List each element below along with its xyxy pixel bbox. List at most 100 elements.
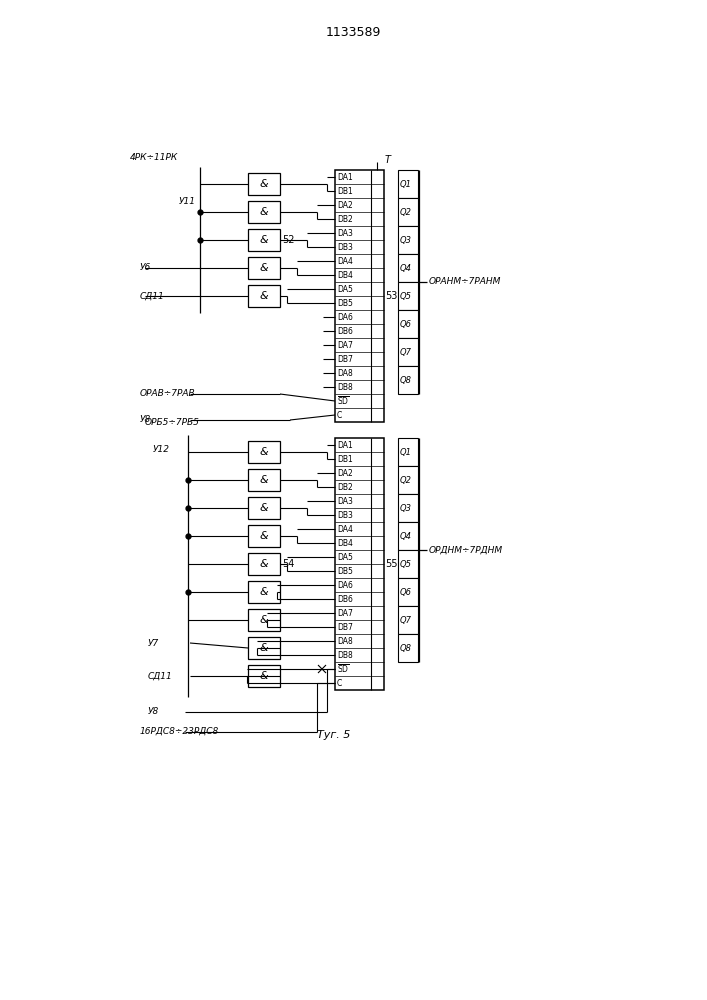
Text: ОРДНМ÷7РДНМ: ОРДНМ÷7РДНМ bbox=[429, 546, 503, 554]
Text: DB7: DB7 bbox=[337, 622, 353, 632]
Text: У8: У8 bbox=[148, 706, 159, 716]
Text: СД11: СД11 bbox=[148, 672, 173, 680]
Text: 53: 53 bbox=[385, 291, 397, 301]
Text: DA7: DA7 bbox=[337, 340, 353, 350]
Bar bbox=[398, 310, 418, 338]
Text: DA4: DA4 bbox=[337, 256, 353, 265]
Text: Q6: Q6 bbox=[400, 320, 412, 328]
Text: 1133589: 1133589 bbox=[326, 25, 381, 38]
Text: Q4: Q4 bbox=[400, 263, 412, 272]
Text: У11: У11 bbox=[179, 198, 196, 207]
Bar bbox=[248, 469, 280, 491]
Text: &: & bbox=[259, 531, 269, 541]
Text: DA1: DA1 bbox=[337, 440, 353, 450]
Bar bbox=[248, 637, 280, 659]
Text: DA4: DA4 bbox=[337, 524, 353, 534]
Text: Q1: Q1 bbox=[400, 448, 412, 456]
Bar bbox=[398, 366, 418, 394]
Bar bbox=[335, 438, 384, 690]
Text: &: & bbox=[259, 643, 269, 653]
Text: DB4: DB4 bbox=[337, 538, 353, 548]
Text: DA3: DA3 bbox=[337, 229, 353, 237]
Text: $\overline{\mathrm{SD}}$: $\overline{\mathrm{SD}}$ bbox=[337, 395, 350, 407]
Text: DB4: DB4 bbox=[337, 270, 353, 279]
Text: DB8: DB8 bbox=[337, 382, 353, 391]
Text: DA8: DA8 bbox=[337, 637, 353, 646]
Text: DB8: DB8 bbox=[337, 650, 353, 660]
Text: C: C bbox=[337, 410, 342, 420]
Text: DA6: DA6 bbox=[337, 580, 353, 589]
Text: DB1: DB1 bbox=[337, 454, 353, 464]
Text: Q3: Q3 bbox=[400, 235, 412, 244]
Text: DB6: DB6 bbox=[337, 326, 353, 336]
Text: &: & bbox=[259, 503, 269, 513]
Bar bbox=[248, 173, 280, 195]
Text: ОРБ5÷7РБ5: ОРБ5÷7РБ5 bbox=[145, 418, 200, 427]
Text: &: & bbox=[259, 671, 269, 681]
Text: Q8: Q8 bbox=[400, 375, 412, 384]
Bar bbox=[248, 201, 280, 223]
Text: &: & bbox=[259, 559, 269, 569]
Bar bbox=[398, 170, 418, 198]
Text: DA2: DA2 bbox=[337, 200, 353, 210]
Text: ОРАНМ÷7РАНМ: ОРАНМ÷7РАНМ bbox=[429, 277, 501, 286]
Bar bbox=[398, 606, 418, 634]
Text: DA2: DA2 bbox=[337, 468, 353, 478]
Text: У6: У6 bbox=[140, 263, 151, 272]
Text: C: C bbox=[337, 678, 342, 688]
Text: DB5: DB5 bbox=[337, 566, 353, 576]
Bar bbox=[248, 581, 280, 603]
Text: &: & bbox=[259, 263, 269, 273]
Text: Q1: Q1 bbox=[400, 180, 412, 188]
Text: Q8: Q8 bbox=[400, 644, 412, 652]
Bar bbox=[248, 553, 280, 575]
Text: Q2: Q2 bbox=[400, 208, 412, 217]
Text: DB5: DB5 bbox=[337, 298, 353, 308]
Text: DB6: DB6 bbox=[337, 594, 353, 603]
Text: 54: 54 bbox=[282, 559, 294, 569]
Bar bbox=[398, 226, 418, 254]
Text: DB3: DB3 bbox=[337, 510, 353, 520]
Text: &: & bbox=[259, 615, 269, 625]
Text: Q6: Q6 bbox=[400, 587, 412, 596]
Text: &: & bbox=[259, 587, 269, 597]
Text: DB1: DB1 bbox=[337, 186, 353, 196]
Text: Q5: Q5 bbox=[400, 292, 412, 300]
Text: DA6: DA6 bbox=[337, 312, 353, 322]
Text: 4РК÷11РК: 4РК÷11РК bbox=[130, 153, 178, 162]
Bar bbox=[398, 550, 418, 578]
Bar bbox=[248, 257, 280, 279]
Text: Q7: Q7 bbox=[400, 348, 412, 357]
Bar bbox=[248, 497, 280, 519]
Text: &: & bbox=[259, 291, 269, 301]
Text: &: & bbox=[259, 179, 269, 189]
Bar bbox=[248, 609, 280, 631]
Bar bbox=[398, 254, 418, 282]
Text: Q7: Q7 bbox=[400, 615, 412, 624]
Bar bbox=[398, 282, 418, 310]
Text: &: & bbox=[259, 235, 269, 245]
Text: &: & bbox=[259, 447, 269, 457]
Text: СД11: СД11 bbox=[140, 292, 165, 300]
Bar bbox=[335, 170, 384, 422]
Text: ОРАВ÷7РАВ: ОРАВ÷7РАВ bbox=[140, 389, 196, 398]
Text: Q4: Q4 bbox=[400, 532, 412, 540]
Bar bbox=[248, 525, 280, 547]
Text: &: & bbox=[259, 475, 269, 485]
Text: 55: 55 bbox=[385, 559, 397, 569]
Text: DB2: DB2 bbox=[337, 483, 353, 491]
Text: Q5: Q5 bbox=[400, 560, 412, 568]
Bar bbox=[398, 338, 418, 366]
Bar bbox=[398, 466, 418, 494]
Text: У12: У12 bbox=[153, 446, 170, 454]
Text: У8: У8 bbox=[140, 416, 151, 424]
Bar bbox=[398, 634, 418, 662]
Bar bbox=[248, 285, 280, 307]
Text: DA5: DA5 bbox=[337, 284, 353, 294]
Bar bbox=[398, 494, 418, 522]
Text: $\overline{\mathrm{SD}}$: $\overline{\mathrm{SD}}$ bbox=[337, 663, 350, 675]
Text: Q3: Q3 bbox=[400, 504, 412, 512]
Bar bbox=[398, 438, 418, 466]
Bar bbox=[398, 522, 418, 550]
Text: 52: 52 bbox=[282, 235, 295, 245]
